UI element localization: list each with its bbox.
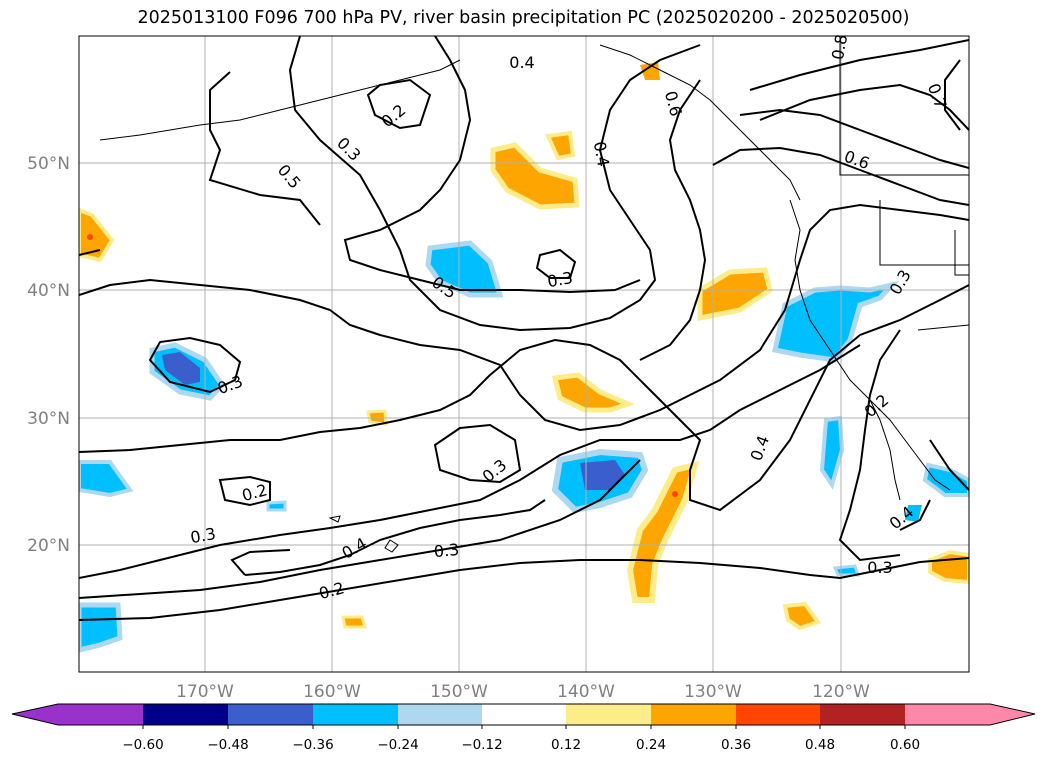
lon-label: 140°W	[557, 682, 615, 702]
map-title: 2025013100 F096 700 hPa PV, river basin …	[137, 8, 910, 28]
lat-label: 40°N	[27, 281, 70, 301]
colorbar-segment	[820, 704, 905, 725]
lat-label: 50°N	[27, 154, 70, 174]
pc-positive-region	[928, 549, 969, 585]
lon-label: 160°W	[303, 682, 361, 702]
pc-negative-region	[79, 460, 134, 498]
lat-label: 30°N	[27, 409, 70, 429]
pc-positive-region	[545, 130, 576, 161]
pc-positive-region	[640, 62, 660, 80]
pc-positive-region	[490, 142, 580, 210]
pc-negative-region	[819, 415, 845, 490]
contour-label: 0.3	[886, 266, 915, 298]
contour-label: 0.3	[189, 524, 217, 547]
contour-label: 0.8	[828, 33, 851, 61]
pc-strong-positive	[87, 234, 93, 240]
colorbar-tick-label: −0.36	[292, 737, 333, 753]
pc-positive-region	[551, 372, 636, 413]
pc-strong-negative	[162, 352, 200, 385]
colorbar-tick-label: −0.24	[377, 737, 418, 753]
contour-label: 0.3	[433, 540, 460, 561]
colorbar-tick-label: −0.48	[207, 737, 248, 753]
lon-label: 170°W	[176, 682, 234, 702]
pv-contours	[79, 36, 969, 621]
colorbar-tick-label: −0.60	[122, 737, 163, 753]
contour-label: 0.6	[661, 89, 686, 119]
pc-negative-region	[266, 500, 287, 512]
contour-label: 0.3	[215, 372, 245, 399]
pc-positive-region	[341, 615, 368, 629]
colorbar-tick-label: 0.60	[890, 737, 920, 753]
contour-label: 0.4	[509, 53, 534, 72]
colorbar: −0.60 −0.48 −0.36 −0.24 −0.12 0.12 0.24 …	[11, 703, 1036, 753]
pc-negative-region	[905, 505, 922, 522]
colorbar-over-arrow	[990, 704, 1035, 725]
longitude-labels: 170°W 160°W 150°W 140°W 130°W 120°W	[176, 682, 870, 702]
colorbar-tick-label: 0.36	[721, 737, 751, 753]
contour-label: 0.6	[842, 147, 872, 174]
contour-label: 0.4	[747, 433, 774, 463]
colorbar-under-arrow	[12, 704, 58, 725]
pc-strong-positive	[672, 491, 678, 497]
colorbar-segment	[566, 704, 651, 725]
pc-negative-region	[425, 240, 504, 298]
pc-negative-region	[772, 280, 900, 363]
colorbar-segment	[58, 704, 143, 725]
contour-label: 0.3	[333, 133, 364, 164]
contour-label: 0.3	[867, 558, 892, 577]
pc-strong-negative	[580, 460, 625, 490]
coastlines	[99, 36, 969, 553]
lon-label: 130°W	[684, 682, 742, 702]
colorbar-segment	[482, 704, 566, 725]
colorbar-tick-label: 0.24	[636, 737, 666, 753]
colorbar-segment	[736, 704, 820, 725]
pc-positive-region	[79, 207, 115, 263]
lon-label: 150°W	[430, 682, 488, 702]
colorbar-segment	[143, 704, 228, 725]
lat-label: 20°N	[27, 536, 70, 556]
contour-label: 0.3	[546, 268, 574, 291]
contour-label: 0.4	[590, 140, 613, 168]
contour-label: 0.4	[338, 534, 370, 563]
latitude-labels: 50°N 40°N 30°N 20°N	[27, 154, 70, 556]
contour-label: 0.5	[274, 161, 305, 193]
colorbar-tick-label: 0.48	[805, 737, 835, 753]
map-frame	[78, 35, 970, 673]
lon-label: 120°W	[812, 682, 870, 702]
colorbar-segment	[905, 704, 990, 725]
colorbar-segment	[313, 704, 398, 725]
colorbar-segment	[228, 704, 313, 725]
precip-shading	[79, 62, 969, 653]
contour-label: 0.2	[317, 578, 347, 603]
pc-negative-region	[79, 602, 123, 653]
pc-positive-region	[782, 601, 822, 631]
pc-positive-region	[626, 460, 700, 603]
colorbar-segment	[651, 704, 736, 725]
colorbar-tick-label: −0.12	[461, 737, 502, 753]
pc-positive-region	[697, 267, 773, 322]
colorbar-tick-label: 0.12	[551, 737, 581, 753]
pc-negative-region	[832, 564, 861, 577]
colorbar-segment	[398, 704, 482, 725]
pc-negative-region	[922, 462, 969, 497]
